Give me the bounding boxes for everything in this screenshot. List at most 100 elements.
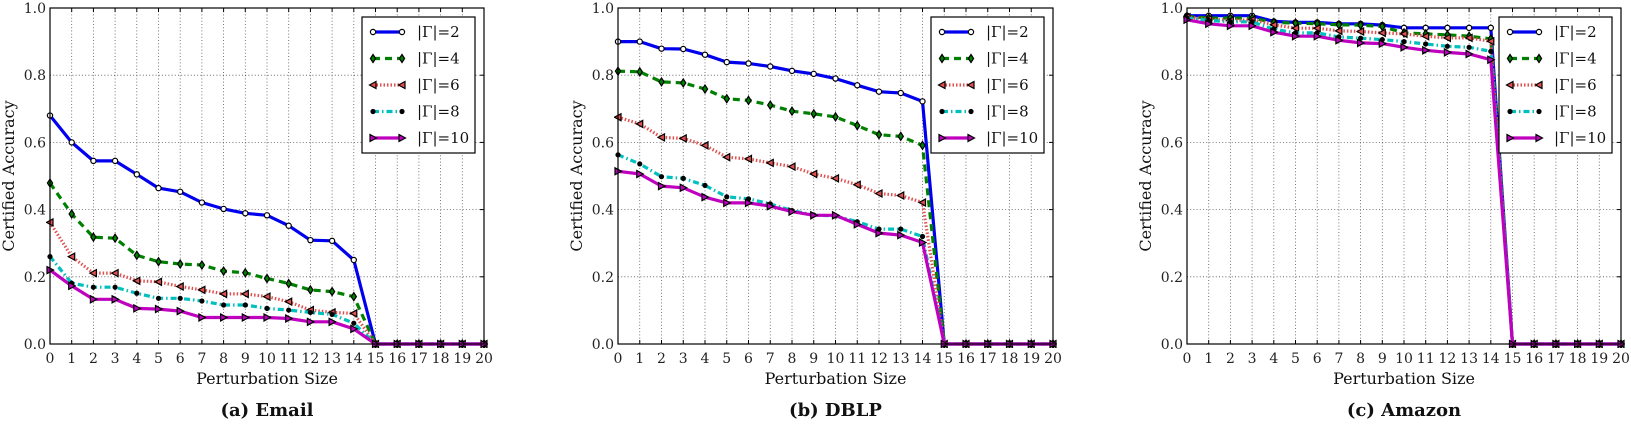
- dot-marker: [199, 298, 205, 304]
- x-tick-label: 11: [848, 351, 866, 367]
- dot-marker: [1444, 43, 1450, 49]
- triangle-left-marker: [966, 80, 975, 90]
- dot-marker: [1507, 108, 1513, 115]
- triangle-left-marker: [1355, 27, 1365, 37]
- x-tick-label: 1: [1204, 351, 1213, 367]
- legend-label: |Γ|=8: [986, 103, 1029, 121]
- triangle-left-marker: [175, 282, 184, 292]
- dot-marker: [242, 302, 248, 308]
- x-tick-label: 14: [914, 351, 932, 367]
- circle-marker: [767, 63, 774, 70]
- x-tick-label: 6: [176, 351, 185, 367]
- x-tick-label: 14: [1482, 351, 1500, 367]
- dot-marker: [1423, 41, 1429, 47]
- x-tick-label: 13: [892, 351, 910, 367]
- plot-frame: [1186, 7, 1622, 345]
- y-tick-label: 0.0: [24, 337, 46, 353]
- triangle-left-marker: [917, 198, 927, 208]
- y-axis-label: Certified Accuracy: [1136, 100, 1155, 251]
- triangle-left-marker: [874, 188, 883, 198]
- triangle-right-marker: [68, 281, 77, 291]
- triangle-right-marker: [810, 210, 819, 220]
- x-tick-label: 7: [1334, 351, 1343, 367]
- x-axis-label: Perturbation Size: [196, 369, 338, 388]
- dot-marker: [919, 233, 926, 240]
- diamond-marker: [1506, 53, 1514, 64]
- diamond-marker: [220, 265, 227, 277]
- triangle-left-marker: [397, 80, 406, 90]
- dot-marker: [370, 108, 376, 115]
- x-tick-label: 13: [323, 351, 341, 367]
- legend-label: |Γ|=6: [986, 76, 1029, 94]
- x-tick-label: 0: [614, 351, 623, 367]
- triangle-left-marker: [1534, 80, 1543, 90]
- x-tick-label: 3: [679, 351, 688, 367]
- x-axis-label: Perturbation Size: [765, 369, 907, 388]
- triangle-right-marker: [897, 230, 906, 240]
- chart-amazon: 0 1 2 3 4 5 6 7 8 9 10 11 12 13 14 15 16 17 18 19 200.00.20.…: [1136, 1, 1630, 421]
- dot-marker: [112, 284, 118, 290]
- triangle-right-marker: [369, 133, 378, 143]
- x-tick-label: 0: [1183, 351, 1192, 367]
- circle-marker: [398, 28, 406, 36]
- legend-label: |Γ|=2: [1554, 23, 1597, 41]
- x-tick-label: 19: [1590, 351, 1608, 367]
- legend: |Γ|=2 |Γ|=4 |Γ|=6 |Γ|=8 |Γ|=10: [361, 16, 476, 154]
- triangle-left-marker: [1420, 31, 1430, 41]
- triangle-right-marker: [1400, 42, 1409, 52]
- dot-marker: [1358, 35, 1364, 41]
- diamond-marker: [198, 259, 206, 271]
- diamond-marker: [938, 53, 946, 64]
- dot-marker: [680, 175, 686, 181]
- triangle-right-marker: [766, 201, 776, 211]
- circle-marker: [68, 139, 75, 146]
- circle-marker: [307, 236, 314, 244]
- circle-marker: [369, 28, 377, 36]
- circle-marker: [263, 212, 271, 219]
- triangle-left-marker: [1464, 33, 1473, 43]
- x-tick-label: 16: [388, 351, 406, 367]
- x-tick-label: 16: [957, 351, 975, 367]
- triangle-right-marker: [176, 306, 185, 316]
- triangle-right-marker: [89, 294, 99, 304]
- triangle-right-marker: [263, 312, 272, 322]
- series-line: [48, 182, 484, 346]
- diamond-marker: [967, 53, 975, 64]
- triangle-right-marker: [1506, 133, 1515, 143]
- legend-label: |Γ|=2: [417, 23, 460, 41]
- dot-marker: [221, 302, 227, 308]
- y-tick-label: 0.4: [24, 203, 46, 219]
- legend-label: |Γ|=2: [986, 23, 1029, 41]
- x-tick-label: 20: [1612, 351, 1630, 367]
- triangle-right-marker: [1291, 31, 1301, 41]
- circle-marker: [636, 38, 643, 45]
- x-tick-label: 11: [1417, 351, 1435, 367]
- triangle-right-marker: [875, 228, 884, 238]
- triangle-right-marker: [111, 294, 120, 304]
- diamond-marker: [398, 53, 406, 64]
- triangle-left-marker: [852, 180, 861, 190]
- y-tick-label: 0.6: [1161, 135, 1183, 151]
- diamond-marker: [111, 233, 119, 244]
- triangle-right-marker: [198, 312, 207, 322]
- circle-marker: [1487, 24, 1495, 32]
- triangle-left-marker: [66, 252, 76, 262]
- x-tick-label: 5: [722, 351, 731, 367]
- triangle-left-marker: [197, 285, 206, 295]
- triangle-left-marker: [937, 80, 946, 90]
- plot-frame: [617, 7, 1054, 345]
- diamond-marker: [350, 291, 358, 302]
- triangle-right-marker: [328, 317, 337, 327]
- diamond-marker: [897, 131, 905, 142]
- dot-marker: [134, 290, 140, 296]
- chart-caption: (a) Email: [220, 400, 313, 421]
- circle-marker: [788, 67, 796, 75]
- chart-dblp: 0 1 2 3 4 5 6 7 8 9 10 11 12 13 14 15 16 17 18 19 200.00.20.…: [567, 1, 1062, 421]
- triangle-left-marker: [1269, 20, 1278, 30]
- diamond-marker: [285, 278, 293, 289]
- x-tick-label: 9: [241, 351, 250, 367]
- circle-marker: [1465, 24, 1473, 32]
- circle-marker: [133, 171, 140, 178]
- y-tick-label: 0.0: [1161, 337, 1183, 353]
